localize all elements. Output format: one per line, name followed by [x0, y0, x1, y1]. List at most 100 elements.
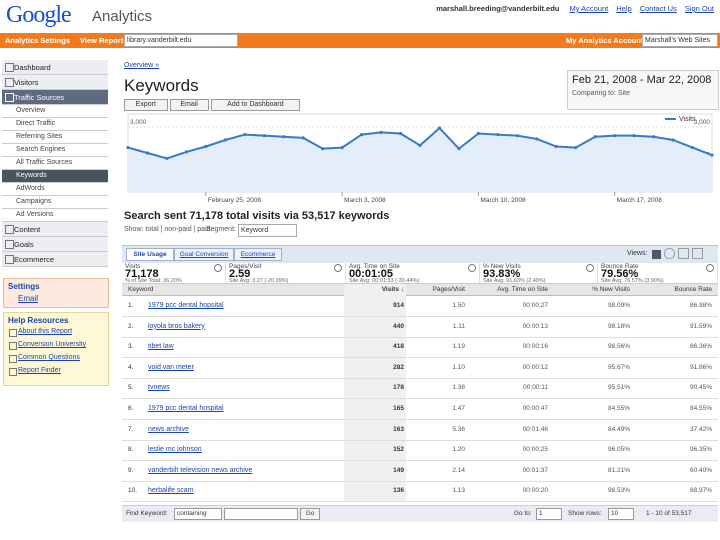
visits-point — [671, 138, 675, 142]
column-header[interactable]: Avg. Time on Site — [497, 286, 548, 293]
keyword-link[interactable]: leslie mc johnson — [148, 446, 202, 454]
help-link[interactable]: Common Questions — [18, 354, 80, 361]
help-box: Help Resources About this Report Conversi… — [3, 312, 109, 386]
row-number: 10. — [128, 487, 138, 495]
nav-item[interactable]: Goals — [2, 237, 108, 252]
segment-label: Segment: — [206, 226, 236, 233]
date-range[interactable]: Feb 21, 2008 - Mar 22, 2008 — [572, 74, 712, 86]
settings-email[interactable]: Email — [18, 294, 39, 303]
tab[interactable]: Goal Conversion — [174, 248, 234, 261]
cell: 149 — [393, 466, 404, 474]
go-button[interactable]: Go — [300, 508, 320, 520]
find-input[interactable] — [224, 508, 298, 520]
view-icon[interactable] — [652, 250, 661, 259]
user-link[interactable]: Help — [616, 4, 632, 13]
nav-icon — [5, 240, 14, 249]
keyword-link[interactable]: void van meter — [148, 363, 194, 371]
keyword-link[interactable]: vanderbilt television news archive — [148, 466, 253, 474]
cell: 00:01:46 — [522, 425, 548, 433]
nav-item[interactable]: Search Engines — [2, 144, 108, 157]
nav-item[interactable]: Overview — [2, 105, 108, 118]
profile-select[interactable]: library.vanderbilt.edu — [124, 34, 238, 47]
cell: 98.53% — [607, 487, 630, 495]
cell: 37.42% — [689, 425, 712, 433]
x-tick-label: March 10, 2008 — [480, 197, 526, 204]
metric-help — [468, 264, 476, 272]
help-link[interactable]: Report Finder — [18, 367, 61, 374]
nav-item[interactable]: Keywords — [2, 170, 108, 183]
nav-item[interactable]: Traffic Sources — [2, 90, 108, 105]
settings-link[interactable]: Analytics Settings — [5, 36, 71, 45]
cell: 1.47 — [452, 405, 465, 412]
cell: 60.40% — [689, 466, 712, 474]
cell: 5.36 — [452, 425, 465, 433]
nav-item[interactable]: Visitors — [2, 75, 108, 90]
nav-label: AdWords — [16, 185, 45, 192]
account-select[interactable]: Marshall's Web Sites — [642, 34, 718, 47]
nav-item[interactable]: Ad Versions — [2, 209, 108, 222]
row-line — [122, 460, 718, 462]
column-header[interactable]: Pages/Visit — [432, 286, 465, 293]
column-header[interactable]: % New Visits — [592, 286, 630, 293]
page-input[interactable]: 1 — [536, 508, 562, 520]
cell: 98.56% — [607, 343, 630, 351]
tab[interactable]: Site Usage — [126, 248, 174, 261]
view-icon[interactable] — [678, 248, 689, 259]
metric: Avg. Time on Site 00:01:05 Site Avg: 00:01… — [346, 263, 480, 284]
row-line — [122, 419, 718, 420]
metric-value: 00:01:05 — [349, 268, 394, 280]
action-button[interactable]: Email — [169, 99, 209, 111]
help-link[interactable]: About this Report — [18, 328, 73, 335]
nav-item[interactable]: Ecommerce — [2, 252, 108, 267]
metric-sub: Site Avg: 00:01:33 (-30.44%) — [349, 278, 420, 284]
segment-select[interactable]: Keyword — [238, 224, 297, 237]
breadcrumb[interactable]: Overview » — [124, 62, 160, 69]
keyword-link[interactable]: news archive — [148, 425, 189, 433]
keyword-link[interactable]: 1979 pcc dental hospital — [148, 405, 224, 412]
nav-item[interactable]: Content — [2, 222, 108, 237]
nav-item[interactable]: Dashboard — [2, 60, 108, 75]
metric-value: 71,178 — [125, 268, 159, 280]
visits-point — [360, 132, 364, 137]
column-header[interactable]: Keyword — [128, 286, 154, 293]
nav-item[interactable]: Referring Sites — [2, 131, 108, 144]
help-icon — [9, 355, 17, 363]
nav-item[interactable]: All Traffic Sources — [2, 157, 108, 170]
column-header[interactable]: Bounce Rate — [674, 286, 712, 293]
cell: 1.38 — [452, 384, 465, 392]
tab[interactable]: Ecommerce — [234, 248, 282, 261]
column-header[interactable]: Visits ↓ — [381, 286, 404, 293]
help-link[interactable]: Conversion University — [18, 341, 87, 348]
nav-item[interactable]: Direct Traffic — [2, 118, 108, 131]
visits-point — [476, 131, 480, 136]
user-link[interactable]: Sign Out — [684, 4, 714, 13]
nav-label: Visitors — [14, 78, 39, 87]
visits-point — [613, 134, 617, 138]
cell: 00:00:11 — [523, 384, 548, 392]
keyword-link[interactable]: loyola bros bakery — [148, 322, 205, 330]
keyword-link[interactable]: tibet law — [148, 343, 174, 351]
nav-label: Traffic Sources — [14, 93, 65, 102]
cell: 96.05% — [607, 446, 630, 454]
cell: 00:00:27 — [522, 302, 548, 309]
show-filter[interactable]: Show: total | non-paid | paid — [124, 226, 211, 233]
metrics: Visits 71,178% of Site Total: 36.20% Pages… — [122, 263, 718, 284]
nav-label: Dashboard — [14, 63, 51, 72]
rows-select[interactable]: 10 — [608, 508, 634, 520]
user-link[interactable]: Contact Us — [639, 4, 677, 13]
action-button[interactable]: Add to Dashboard — [210, 99, 301, 111]
data-table: Keyword Visits ↓ Pages/Visit Avg. Time on S… — [122, 284, 718, 504]
nav-item[interactable]: Campaigns — [2, 196, 108, 209]
match-select[interactable]: containing — [174, 508, 222, 520]
keyword-link[interactable]: herbalife scam — [148, 487, 194, 495]
keyword-link[interactable]: tvnews — [148, 384, 170, 392]
view-icon[interactable] — [692, 248, 703, 259]
visits-point — [652, 135, 656, 139]
keyword-link[interactable]: 1979 pcc dental hopsital — [148, 302, 224, 309]
row-number: 1. — [128, 302, 134, 309]
nav-item[interactable]: AdWords — [2, 183, 108, 196]
action-button[interactable]: Export — [124, 99, 168, 111]
user-link[interactable]: My Account — [569, 4, 609, 13]
visits-point — [418, 143, 422, 148]
view-icon[interactable] — [664, 248, 675, 259]
